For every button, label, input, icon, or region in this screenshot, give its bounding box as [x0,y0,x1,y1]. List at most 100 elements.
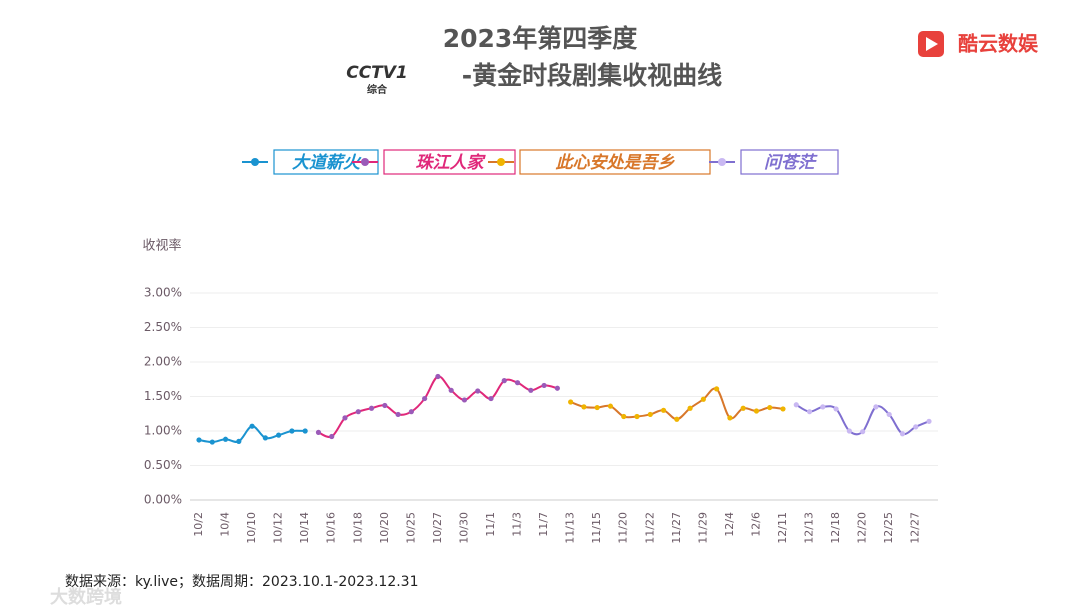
data-point [236,438,242,444]
legend-label: 珠江人家 [416,153,487,173]
data-point [647,411,653,418]
data-point [514,380,521,386]
data-point [422,395,428,402]
x-tick-label: 11/29 [696,512,709,544]
data-point [329,433,335,440]
legend-box [740,149,839,175]
x-tick-label: 12/11 [776,512,789,544]
x-tick-label: 11/22 [643,512,656,544]
data-point [753,408,760,414]
legend-marker [361,158,369,166]
x-tick-label: 10/20 [378,512,391,544]
data-point [342,415,348,421]
data-point [541,382,547,389]
data-point [448,387,454,393]
series-line [318,375,558,439]
data-point [302,428,308,434]
chart-title: 2023年第四季度 [443,24,638,53]
data-point [793,402,799,408]
data-point [355,409,361,415]
data-point [714,386,720,392]
data-point [700,396,706,402]
y-tick-label: 1.00% [144,424,182,438]
data-point [833,406,839,412]
x-tick-label: 12/18 [829,512,842,544]
x-tick-label: 10/4 [219,512,232,537]
data-point [581,404,587,410]
data-point [740,405,746,411]
watermark: 大数跨境 [50,586,122,608]
x-tick-label: 10/2 [192,512,205,537]
data-point [820,404,826,410]
data-point [568,399,574,405]
source: 数据来源：ky.live；数据周期：2023.10.1-2023.12.31 [65,574,419,590]
data-point [488,395,494,402]
x-tick-label: 12/25 [882,512,895,544]
x-tick-label: 11/13 [564,512,577,544]
x-tick-label: 12/13 [803,512,816,544]
data-point [368,405,375,411]
x-tick-label: 10/14 [298,512,311,544]
channel-logo: CCTV1 [346,63,408,83]
data-point [461,397,468,403]
y-tick-label: 0.00% [144,493,182,507]
y-tick-label: 2.50% [144,320,182,334]
x-tick-label: 11/20 [617,512,630,544]
x-tick-label: 11/15 [590,512,603,544]
data-point [382,402,388,409]
data-point [634,413,640,420]
x-tick-label: 11/7 [537,512,550,537]
data-point [289,428,295,434]
legend-label: 问苍茫 [764,153,818,173]
y-tick-label: 2.00% [144,355,182,369]
data-point [846,428,852,434]
data-point [899,431,906,437]
data-point [780,406,786,412]
data-point [926,418,932,424]
data-point [674,416,680,422]
x-tick-label: 11/1 [484,512,497,537]
x-tick-label: 10/18 [351,512,364,544]
data-point [262,435,268,441]
data-point [276,432,282,438]
data-point [435,373,441,380]
data-point [408,409,414,415]
x-tick-label: 12/4 [723,512,736,537]
legend-box [383,149,516,175]
data-point [395,411,401,418]
brand-icon-play [926,37,938,51]
data-point [315,429,322,435]
data-point [209,439,215,445]
x-tick-label: 12/6 [749,512,762,537]
x-tick-label: 11/27 [670,512,683,544]
data-point [594,404,600,411]
data-point [501,378,507,384]
legend-marker [497,158,505,166]
data-point [687,405,693,411]
data-point [727,415,733,421]
data-point [660,407,667,413]
x-tick-label: 11/3 [511,512,524,537]
x-tick-label: 10/25 [404,512,417,544]
data-point [886,411,892,418]
x-tick-label: 12/20 [856,512,869,544]
data-point [873,404,879,410]
y-tick-label: 3.00% [144,286,182,300]
data-point [528,387,534,393]
legend-label: 大道薪火 [292,153,362,173]
data-point [475,388,481,394]
brand: 酷云数娱 [958,32,1039,56]
x-tick-label: 10/27 [431,512,444,544]
data-point [607,403,614,409]
chart-subtitle: -黄金时段剧集收视曲线 [462,61,722,90]
legend-marker [718,158,726,166]
data-point [554,385,560,391]
y-tick-label: 0.50% [144,458,182,472]
x-tick-label: 12/27 [909,512,922,544]
series-line [570,387,784,421]
data-point [196,437,202,443]
x-tick-label: 10/12 [272,512,285,544]
y-axis-label: 收视率 [142,238,181,254]
data-point [621,413,627,420]
